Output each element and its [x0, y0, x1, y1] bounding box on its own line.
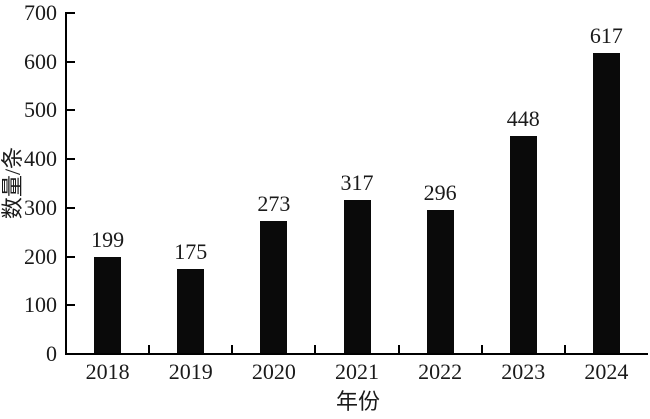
bar-2018	[94, 257, 122, 354]
bar-value-label: 296	[423, 180, 457, 205]
y-tick	[67, 206, 75, 209]
x-category-label: 2020	[251, 359, 296, 384]
bar-value-label: 617	[589, 23, 623, 48]
y-tick-label: 500	[24, 97, 57, 123]
x-category-label: 2018	[85, 359, 130, 384]
bar-value-label: 273	[257, 191, 291, 216]
x-tick	[148, 345, 151, 353]
bar-2020	[260, 221, 288, 354]
bar-2019	[177, 269, 205, 354]
bar-2021	[343, 200, 371, 354]
y-tick	[67, 12, 75, 14]
bar-value-label: 175	[174, 239, 208, 264]
bar-2023	[509, 136, 537, 354]
y-tick	[67, 255, 75, 258]
y-tick	[67, 158, 75, 161]
y-tick-label: 200	[24, 243, 57, 269]
y-tick-label: 700	[24, 0, 57, 25]
y-tick-label: 300	[24, 194, 57, 220]
bar-2024	[592, 53, 620, 354]
bar-2022	[426, 210, 454, 354]
x-axis-title: 年份	[335, 389, 380, 414]
x-axis-line	[65, 353, 648, 355]
y-tick	[67, 304, 75, 307]
y-axis-line	[65, 12, 67, 355]
y-tick-label: 100	[24, 292, 57, 318]
x-tick	[563, 345, 566, 353]
bar-value-label: 317	[340, 170, 374, 195]
x-tick	[397, 345, 400, 353]
x-tick	[480, 345, 483, 353]
bar-value-label: 448	[506, 106, 540, 131]
y-tick-label: 0	[46, 341, 57, 366]
y-tick-label: 400	[24, 146, 57, 172]
x-category-label: 2021	[335, 359, 379, 384]
x-category-label: 2022	[418, 359, 463, 384]
x-tick	[314, 345, 317, 353]
x-tick	[231, 345, 234, 353]
x-category-label: 2024	[584, 359, 629, 384]
y-axis-title: 数量/条	[0, 146, 25, 220]
y-tick	[67, 109, 75, 112]
bar-value-label: 199	[91, 227, 125, 252]
y-tick-label: 600	[24, 48, 57, 74]
x-category-label: 2023	[501, 359, 546, 384]
y-tick	[67, 60, 75, 63]
x-category-label: 2019	[168, 359, 213, 384]
